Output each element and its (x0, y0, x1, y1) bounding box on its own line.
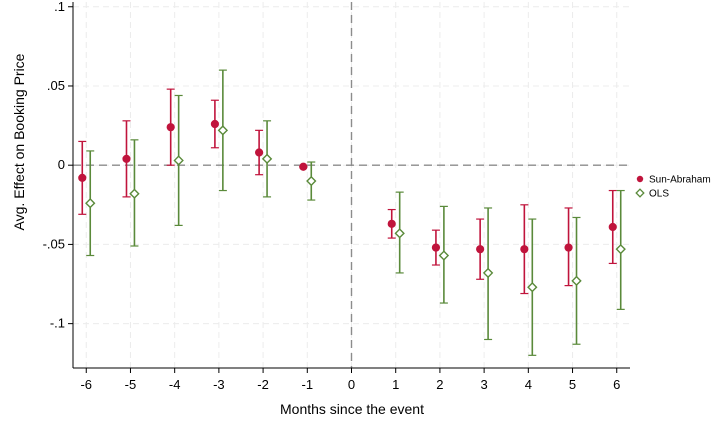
point-marker (394, 228, 405, 239)
point-marker (166, 123, 175, 132)
x-tick-label: 4 (525, 377, 532, 392)
point-marker (217, 125, 229, 136)
x-tick-label: -6 (80, 377, 92, 392)
x-tick-label: -4 (169, 377, 181, 392)
point-marker (564, 243, 573, 252)
x-tick-label: -3 (213, 377, 225, 392)
point-marker (527, 282, 538, 293)
legend: Sun-Abraham OLS (635, 175, 711, 200)
axes: .1 .05 0 -.05 -.1 -6 -5 -4 -3 -2 -1 0 1 2 3 4 5 6 (43, 0, 630, 392)
point-marker (476, 245, 485, 254)
x-tick-label: 0 (348, 377, 355, 392)
y-tick-label: -.05 (43, 236, 65, 251)
point-marker (85, 198, 96, 209)
point-marker (482, 267, 494, 279)
point-marker (210, 119, 220, 129)
x-tick-label: -1 (302, 377, 314, 392)
y-tick-label: 0 (58, 157, 65, 172)
point-marker (261, 153, 273, 165)
point-marker (438, 250, 450, 261)
point-marker (615, 243, 626, 255)
x-tick-label: 5 (569, 377, 576, 392)
x-tick-label: -5 (125, 377, 137, 392)
x-tick-label: -2 (257, 377, 269, 392)
reference-lines (73, 2, 630, 368)
point-marker (520, 245, 529, 254)
legend-label: Sun-Abraham (649, 175, 711, 186)
y-axis-title: Avg. Effect on Booking Price (11, 53, 27, 230)
legend-marker (636, 175, 644, 183)
y-tick-label: -.1 (50, 316, 65, 331)
x-tick-label: 1 (392, 377, 399, 392)
point-marker (78, 173, 87, 182)
point-marker (255, 148, 264, 157)
x-axis-title: Months since the event (280, 401, 424, 417)
data-marks (78, 69, 626, 356)
point-marker (122, 154, 131, 163)
point-marker (299, 162, 308, 171)
point-marker (387, 219, 396, 228)
x-tick-label: 6 (613, 377, 620, 392)
y-tick-label: .1 (54, 0, 65, 14)
legend-marker (635, 188, 645, 198)
point-marker (608, 222, 617, 232)
grid (73, 2, 630, 368)
x-tick-label: 3 (481, 377, 488, 392)
point-marker (173, 155, 184, 166)
x-tick-label: 2 (436, 377, 443, 392)
y-tick-label: .05 (47, 78, 65, 93)
point-marker (431, 243, 441, 252)
point-marker (129, 188, 140, 199)
legend-label: OLS (649, 189, 669, 200)
point-marker (571, 275, 582, 287)
point-marker (306, 175, 317, 187)
